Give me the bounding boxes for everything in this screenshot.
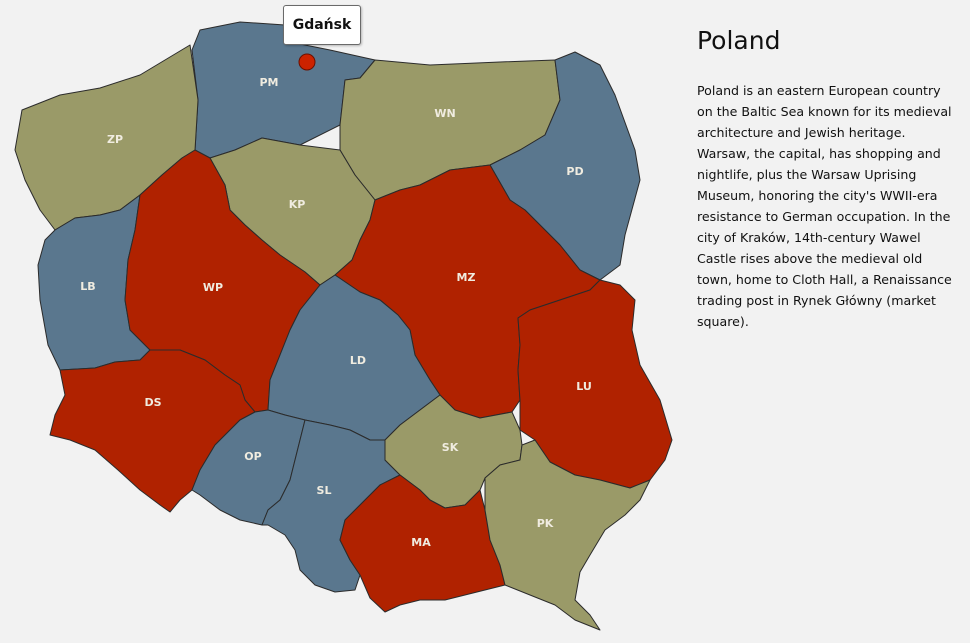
map-pin-dot-icon[interactable] [298, 53, 316, 71]
info-title: Poland [697, 26, 781, 55]
map-container: PM ZP WN PD KP LB WP MZ LD DS LU OP SL SK MA PK Gdańsk [14, 5, 673, 631]
region-LU[interactable] [517, 279, 673, 489]
info-panel: Poland Poland is an eastern European cou… [697, 26, 959, 332]
city-tooltip: Gdańsk [283, 5, 361, 45]
info-description: Poland is an eastern European country on… [697, 83, 952, 329]
city-tooltip-label: Gdańsk [292, 17, 352, 33]
region-PK[interactable] [484, 439, 651, 631]
regions-layer [14, 21, 673, 631]
